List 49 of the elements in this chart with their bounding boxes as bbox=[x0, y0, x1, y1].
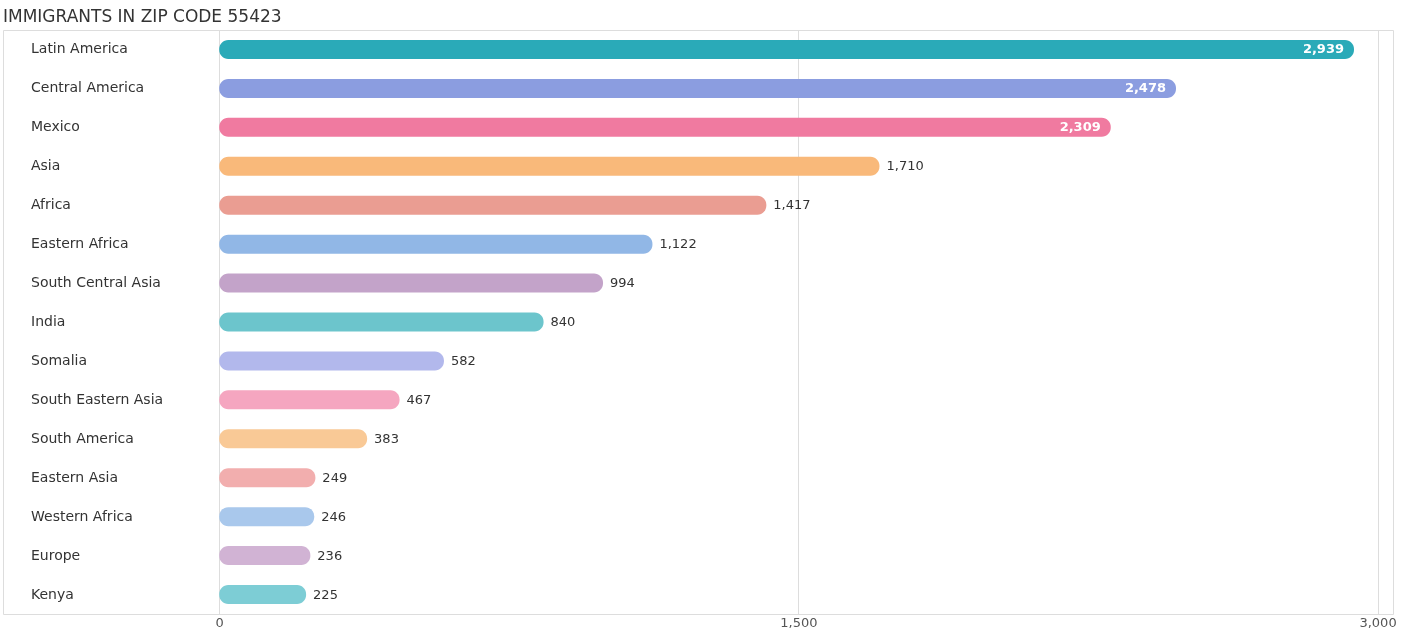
chart-title: IMMIGRANTS IN ZIP CODE 55423 bbox=[3, 6, 282, 26]
data-label: 467 bbox=[406, 391, 432, 407]
bar bbox=[219, 429, 368, 449]
data-label: 582 bbox=[450, 352, 476, 368]
bar bbox=[219, 156, 880, 176]
bar bbox=[219, 546, 311, 566]
data-label: 249 bbox=[322, 469, 348, 485]
y-tick-label: Somalia bbox=[31, 351, 88, 368]
y-tick-label: Kenya bbox=[31, 585, 74, 602]
data-label: 1,710 bbox=[886, 158, 924, 174]
data-label: 236 bbox=[317, 547, 343, 563]
y-tick-label: Africa bbox=[31, 196, 71, 213]
bar bbox=[219, 351, 444, 371]
data-label: 2,309 bbox=[1059, 119, 1101, 135]
y-tick-label: South America bbox=[31, 429, 134, 446]
bar bbox=[219, 195, 767, 215]
data-label: 1,122 bbox=[659, 236, 697, 252]
bar bbox=[219, 585, 307, 605]
bar bbox=[219, 273, 604, 293]
data-label: 225 bbox=[313, 586, 338, 602]
bar bbox=[219, 117, 1111, 137]
y-tick-label: Asia bbox=[31, 157, 61, 174]
bar bbox=[219, 234, 653, 254]
y-tick-label: Eastern Africa bbox=[31, 235, 129, 252]
y-tick-label: India bbox=[31, 313, 66, 329]
data-label: 383 bbox=[374, 430, 399, 446]
x-tick-label: 3,000 bbox=[1359, 614, 1397, 630]
y-tick-label: Central America bbox=[31, 79, 145, 96]
bar bbox=[219, 507, 315, 527]
y-tick-label: South Eastern Asia bbox=[31, 390, 164, 407]
bar bbox=[219, 39, 1354, 59]
data-label: 2,939 bbox=[1302, 41, 1344, 57]
bar bbox=[219, 390, 400, 410]
data-label: 2,478 bbox=[1124, 80, 1167, 96]
y-tick-label: Western Africa bbox=[31, 507, 133, 524]
y-tick-label: Eastern Asia bbox=[31, 468, 118, 485]
x-tick-label: 1,500 bbox=[780, 614, 818, 630]
data-label: 994 bbox=[610, 275, 635, 291]
data-label: 1,417 bbox=[773, 197, 811, 213]
y-tick-label: Latin America bbox=[31, 40, 128, 57]
y-tick-label: South Central Asia bbox=[31, 274, 161, 291]
bar bbox=[219, 78, 1177, 98]
x-tick-label: 0 bbox=[215, 614, 224, 630]
data-label: 246 bbox=[321, 508, 347, 524]
y-tick-label: Europe bbox=[31, 546, 81, 563]
bar bbox=[219, 312, 544, 332]
data-label: 840 bbox=[550, 314, 576, 329]
bar bbox=[219, 468, 316, 488]
y-tick-label: Mexico bbox=[31, 118, 80, 135]
